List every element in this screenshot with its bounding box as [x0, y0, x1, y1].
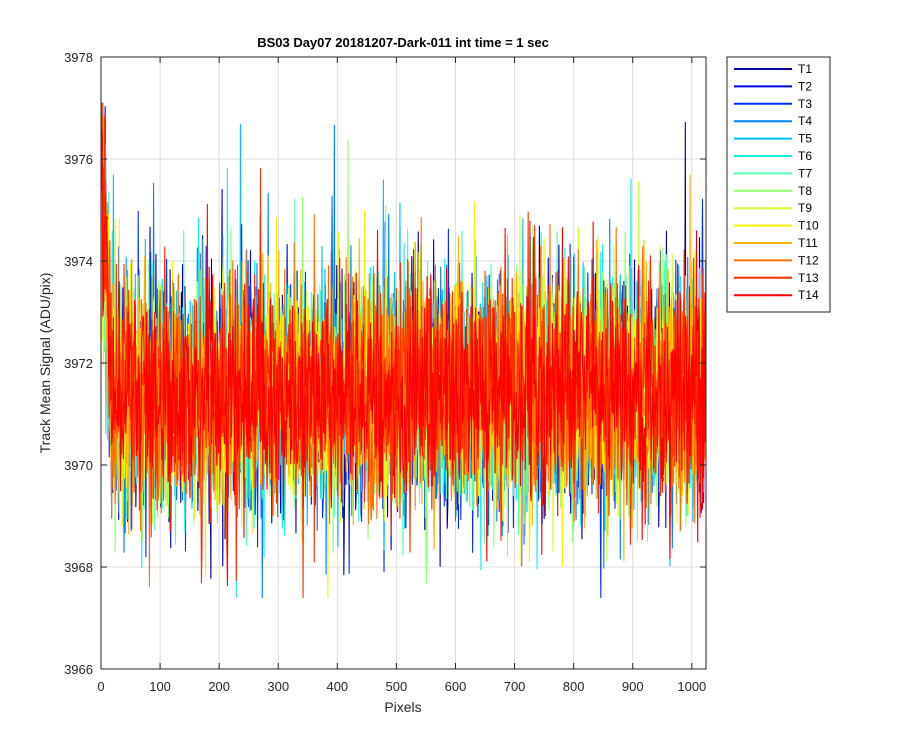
x-tick-label: 800	[563, 679, 585, 694]
x-tick-label: 600	[445, 679, 467, 694]
x-tick-label: 400	[326, 679, 348, 694]
x-tick-label: 100	[149, 679, 171, 694]
legend-label-t2: T2	[798, 79, 812, 93]
legend-label-t1: T1	[798, 62, 812, 76]
x-tick-label: 200	[208, 679, 230, 694]
y-tick-label: 3974	[64, 254, 93, 269]
x-tick-label: 300	[267, 679, 289, 694]
legend-label-t9: T9	[798, 201, 812, 215]
legend-label-t11: T11	[798, 236, 818, 250]
x-axis-label: Pixels	[384, 699, 421, 715]
legend-label-t8: T8	[798, 184, 812, 198]
y-tick-label: 3978	[64, 50, 93, 65]
x-tick-label: 900	[622, 679, 644, 694]
series-layer	[101, 102, 706, 599]
y-tick-label: 3970	[64, 458, 93, 473]
x-tick-labels: 0 100 200 300 400 500 600 700 800 900 1000	[97, 679, 706, 694]
y-tick-labels: 3966 3968 3970 3972 3974 3976 3978	[64, 50, 93, 677]
y-tick-label: 3966	[64, 662, 93, 677]
x-tick-label: 1000	[677, 679, 706, 694]
x-tick-label: 500	[386, 679, 408, 694]
legend-label-t12: T12	[798, 253, 819, 267]
y-tick-label: 3968	[64, 560, 93, 575]
legend-label-t13: T13	[798, 271, 819, 285]
legend-label-t3: T3	[798, 97, 812, 111]
legend-label-t10: T10	[798, 219, 819, 233]
legend-label-t4: T4	[798, 114, 812, 128]
y-axis-label: Track Mean Signal (ADU/pix)	[37, 273, 53, 454]
chart-title: BS03 Day07 20181207-Dark-011 int time = …	[257, 35, 549, 50]
y-tick-label: 3976	[64, 152, 93, 167]
legend-label-t5: T5	[798, 132, 812, 146]
legend-label-t14: T14	[798, 288, 819, 302]
ticks	[100, 56, 706, 670]
legend-items: T1 T2 T3 T4 T5 T6 T7 T8 T9 T10 T11 T12 T13 T14	[734, 62, 819, 302]
series-line-t14	[101, 129, 706, 587]
legend: T1 T2 T3 T4 T5 T6 T7 T8 T9 T10 T11 T12 T13 T14	[726, 56, 831, 313]
x-tick-label: 700	[504, 679, 526, 694]
legend-label-t7: T7	[798, 166, 812, 180]
x-tick-label: 0	[97, 679, 104, 694]
legend-label-t6: T6	[798, 149, 812, 163]
legend-box	[726, 56, 831, 313]
y-tick-label: 3972	[64, 356, 93, 371]
